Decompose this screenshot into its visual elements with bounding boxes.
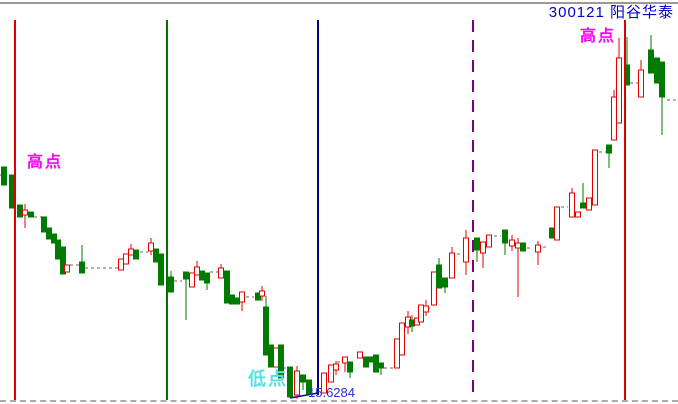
stock-title: 300121 阳谷华泰 [548,4,674,21]
candle-down [46,227,52,240]
candle-down [368,356,374,363]
candle-up [194,266,200,276]
candle-up [22,209,28,216]
annotation-low-point[interactable]: 低点 [248,369,288,389]
candle-down [409,319,415,327]
candle-down [474,237,480,251]
candle-up [638,69,644,98]
candle-down [580,202,586,209]
candle-down [502,229,508,244]
candle-down [41,216,47,233]
candle-down [300,374,306,383]
candle-up [611,96,617,141]
candle-down [199,270,205,281]
candle-down [347,361,353,373]
candle-up [515,242,521,249]
candle-down [278,344,284,379]
candle-up [394,338,400,369]
candle-up [480,241,486,254]
candle-up [273,347,279,368]
candle-down [263,306,269,356]
candle-up [128,248,134,256]
candle-down [153,248,159,263]
candle-down [51,233,57,244]
candle-down [133,249,139,260]
candle-down [55,239,61,260]
annotation-high-point-left[interactable]: 高点 [27,154,64,171]
candle-up [118,258,124,271]
candle-up [569,192,575,218]
candle-up [449,252,455,279]
candle-up [328,364,334,383]
candle-down [378,362,384,369]
candle-up [423,305,429,313]
candle-up [431,271,437,306]
candle-up [418,304,424,323]
candle-down [158,253,164,286]
candle-up [259,290,265,297]
candle-up [463,237,469,263]
candle-up [342,356,348,364]
candle-down [229,294,235,305]
candle-down [183,271,189,280]
candle-up [554,206,560,241]
candle-down [436,264,442,289]
candle-up [486,234,492,248]
top-border-line [0,2,678,4]
candle-down [234,297,240,305]
candle-down [606,144,612,154]
candle-up [321,372,327,394]
candle-up [218,267,224,279]
candle-down [648,49,654,74]
candle-up [64,264,70,273]
candle-down [28,211,34,218]
candle-down [442,277,448,288]
zigzag-low-line [289,392,319,399]
candle-down [287,366,293,398]
candle-up [357,351,363,359]
annotation-high-point-right[interactable]: 高点 [580,28,617,45]
candle-down [654,57,660,84]
low-price-value: 15.6284 [308,385,355,400]
candle-down [549,227,555,239]
candle-up [399,322,405,356]
candle-up [189,272,195,288]
candle-down [363,356,369,368]
candle-up [509,239,515,247]
candle-up [123,253,129,265]
candle-down [79,261,85,274]
candle-down [306,379,312,395]
candle-down [1,166,7,186]
candle-down [268,344,274,368]
candle-down [373,354,379,373]
candle-up [333,363,339,371]
candle-up [592,149,598,206]
candle-down [17,204,23,218]
candle-up [616,57,622,124]
candle-up [586,197,592,211]
candle-up [575,211,581,218]
candle-down [224,270,230,304]
bottom-dashed-line [0,400,678,402]
candle-down [60,246,66,275]
candle-up [239,291,245,303]
candle-up [294,370,300,396]
candle-down [168,276,174,293]
candle-up [148,242,154,252]
candle-down [520,242,526,252]
candle-down [9,174,15,209]
candle-down [659,61,665,98]
candle-up [535,244,541,253]
candle-down [204,272,210,284]
